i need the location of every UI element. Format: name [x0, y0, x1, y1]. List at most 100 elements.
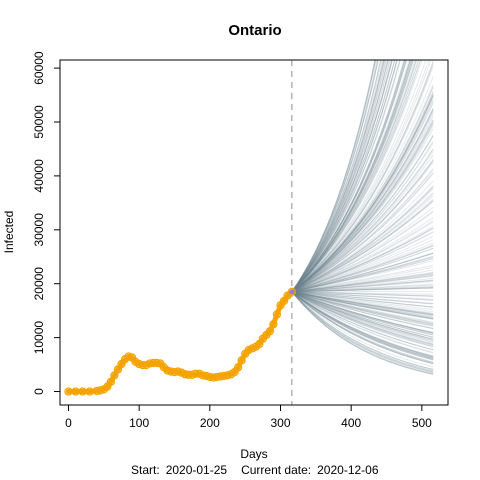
projection-trajectory: [291, 291, 434, 368]
projection-trajectory: [291, 60, 379, 293]
projection-trajectory: [291, 291, 434, 312]
projection-trajectory: [291, 60, 398, 293]
projection-trajectory: [291, 60, 379, 293]
projection-trajectory: [291, 287, 434, 293]
projection-trajectory: [291, 119, 434, 293]
projection-trajectory: [291, 291, 434, 297]
projection-trajectory: [291, 244, 434, 293]
projection-trajectory: [291, 291, 434, 314]
projection-trajectory: [291, 291, 434, 360]
projection-trajectory: [291, 60, 380, 293]
projection-trajectory: [291, 211, 434, 293]
projection-trajectory: [291, 291, 434, 358]
projection-trajectory: [291, 291, 434, 319]
y-tick-label: 30000: [32, 213, 46, 247]
projection-trajectory: [291, 60, 386, 293]
footer-current-date: 2020-12-06: [317, 463, 379, 477]
projection-trajectory: [291, 60, 393, 293]
projection-trajectory: [291, 60, 386, 293]
projection-trajectory: [291, 253, 434, 293]
projection-trajectory: [291, 60, 393, 293]
projection-trajectory: [291, 291, 434, 353]
projection-trajectory: [291, 60, 376, 293]
projection-trajectory: [291, 200, 434, 293]
projection-trajectory: [291, 122, 434, 293]
projection-trajectory: [291, 94, 434, 293]
projection-trajectory: [291, 60, 414, 293]
projection-trajectory: [291, 60, 401, 293]
projection-trajectory: [291, 291, 434, 357]
projection-trajectory: [291, 291, 434, 346]
projection-trajectory: [291, 291, 434, 342]
projection-trajectory: [291, 60, 389, 293]
projection-trajectory: [291, 60, 423, 293]
projection-trajectory: [291, 255, 434, 293]
y-axis: 0 10000 20000 30000 40000 50000 60000: [32, 51, 61, 395]
data-point: [152, 358, 161, 368]
projection-trajectory: [291, 291, 434, 319]
data-point: [272, 310, 282, 319]
projection-trajectory: [291, 60, 413, 293]
projection-trajectory: [291, 60, 389, 293]
y-tick-label: 0: [32, 388, 46, 395]
projection-trajectory: [291, 245, 434, 293]
projection-trajectory: [291, 128, 434, 293]
projection-trajectory: [291, 291, 434, 375]
projection-trajectory: [291, 110, 434, 293]
projection-trajectory: [291, 60, 410, 293]
projection-trajectory: [291, 291, 434, 308]
projection-trajectory: [291, 116, 434, 293]
projection-trajectory: [291, 291, 434, 375]
projection-trajectory: [291, 188, 434, 293]
chart-title: Ontario: [228, 22, 281, 39]
projection-trajectory: [291, 247, 434, 293]
projection-trajectory: [291, 291, 434, 316]
projection-trajectory: [291, 271, 434, 293]
projection-trajectory: [291, 291, 434, 361]
projection-trajectory: [291, 291, 434, 340]
projection-trajectory: [291, 206, 434, 293]
projection-trajectory: [291, 291, 434, 365]
projection-trajectory: [291, 291, 434, 325]
projection-trajectories: [291, 60, 434, 375]
projection-trajectory: [291, 60, 387, 293]
projection-trajectory: [291, 281, 434, 293]
projection-trajectory: [291, 291, 434, 318]
data-point: [110, 371, 119, 380]
projection-trajectory: [291, 60, 411, 293]
projection-trajectory: [291, 291, 434, 358]
projection-trajectory: [291, 277, 434, 293]
projection-trajectory: [291, 221, 434, 293]
projection-trajectory: [291, 64, 434, 293]
projection-trajectory: [291, 291, 434, 305]
projection-trajectory: [291, 291, 434, 351]
data-point: [106, 377, 116, 386]
projection-trajectory: [291, 60, 412, 293]
projection-trajectory: [291, 291, 434, 374]
projection-trajectory: [291, 60, 420, 293]
projection-trajectory: [291, 258, 434, 293]
projection-trajectory: [291, 291, 434, 338]
projection-trajectory: [291, 185, 434, 293]
projection-trajectory: [291, 252, 434, 293]
footer-start-label: Start:: [131, 463, 160, 477]
projection-trajectory: [291, 291, 434, 325]
projection-trajectory: [291, 101, 434, 293]
data-point: [124, 352, 133, 361]
projection-trajectory: [291, 287, 434, 293]
projection-trajectory: [291, 172, 434, 293]
projection-trajectory: [291, 61, 434, 293]
projection-trajectory: [291, 291, 434, 360]
projection-trajectory: [291, 99, 434, 293]
projection-trajectory: [291, 60, 407, 293]
projection-trajectory: [291, 287, 434, 293]
projection-trajectory: [291, 60, 376, 293]
projection-trajectory: [291, 260, 434, 293]
projection-trajectory: [291, 195, 434, 293]
projection-trajectory: [291, 193, 434, 293]
projection-trajectory: [291, 60, 402, 293]
projection-trajectory: [291, 86, 434, 293]
projection-trajectory: [291, 60, 406, 293]
projection-trajectory: [291, 60, 398, 293]
